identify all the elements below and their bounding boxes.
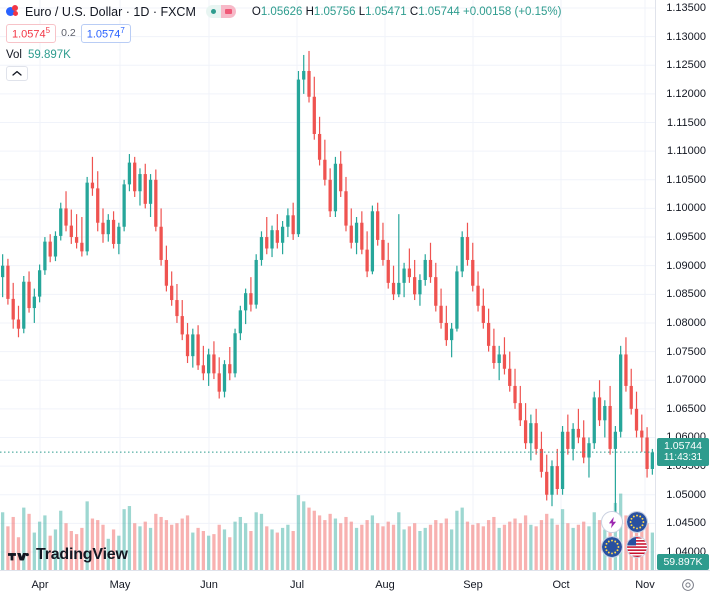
price-axis-tick: 1.11000 [667, 145, 706, 158]
chart-plot-area[interactable] [0, 0, 655, 570]
legend-title-row: Euro / U.S. Dollar · 1D · FXCM O1.05626 … [6, 3, 561, 20]
price-axis-tick: 1.07000 [666, 374, 706, 387]
price-axis-tick: 1.10000 [666, 202, 706, 215]
volume-series [1, 493, 654, 570]
price-axis-tick: 1.04500 [666, 517, 706, 530]
price-axis-tick: 1.07500 [666, 345, 706, 358]
price-axis-tick: 1.13000 [666, 30, 706, 43]
ask-price[interactable]: 1.05747 [80, 24, 131, 43]
price-axis-tick: 1.11500 [667, 116, 706, 129]
candlestick-series [1, 50, 654, 524]
chart-legend: Euro / U.S. Dollar · 1D · FXCM O1.05626 … [6, 3, 561, 81]
spread-value: 0.2 [61, 27, 76, 40]
quote-row: 1.05745 0.2 1.05747 [6, 24, 561, 43]
eur-flag-icon-2[interactable] [601, 536, 623, 558]
time-axis-tick: Nov [635, 579, 655, 591]
ohlc-close-label: C [409, 5, 419, 18]
time-axis-tick: Jul [289, 579, 305, 591]
time-axis-tick: Sep [463, 579, 483, 591]
time-axis-tick: Apr [31, 579, 49, 591]
price-axis-tick: 1.12000 [666, 87, 706, 100]
current-price-badge: 1.05744 11:43:31 [657, 438, 709, 467]
bid-price[interactable]: 1.05745 [6, 24, 57, 43]
volume-label: Vol [6, 48, 22, 61]
price-axis-tick: 1.09000 [666, 259, 706, 272]
time-axis-tick: Jun [200, 579, 218, 591]
current-price-value: 1.05744 [664, 440, 702, 453]
series-settings-icon[interactable] [220, 5, 236, 18]
ohlc-high-label: H [305, 5, 314, 18]
time-axis-tick: Oct [552, 579, 570, 591]
price-axis-tick: 1.06500 [666, 402, 706, 415]
chevron-up-icon[interactable] [6, 65, 28, 81]
ohlc-change: +0.00158 [462, 5, 512, 18]
ohlc-values: O1.05626 H1.05756 L1.05471 C1.05744 +0.0… [252, 6, 562, 18]
ohlc-low-label: L [358, 5, 366, 18]
eur-flag-icon[interactable] [626, 511, 648, 533]
price-axis-tick: 1.08500 [666, 288, 706, 301]
volume-value: 59.897K [28, 48, 71, 61]
ohlc-open-value: 1.05626 [260, 5, 303, 18]
ohlc-close-value: 1.05744 [418, 5, 460, 18]
price-axis-tick: 1.10500 [666, 173, 706, 186]
current-price-time: 11:43:31 [663, 452, 703, 464]
price-axis-tick: 1.13500 [666, 2, 706, 14]
visibility-dot-icon[interactable] [205, 5, 221, 18]
ohlc-low-value: 1.05471 [365, 5, 407, 18]
usd-flag-icon[interactable] [626, 536, 648, 558]
eurusd-symbol-icon [6, 5, 19, 18]
ohlc-high-value: 1.05756 [313, 5, 356, 18]
grid-lines [0, 0, 655, 570]
time-axis-tick: May [109, 579, 131, 591]
price-axis-tick: 1.12500 [666, 59, 706, 72]
series-toggles[interactable] [205, 5, 236, 18]
gear-icon[interactable] [680, 577, 696, 593]
ohlc-change-percent: (+0.15%) [514, 5, 562, 18]
volume-legend-row: Vol 59.897K [6, 49, 561, 61]
price-axis-tick: 1.05000 [666, 488, 706, 501]
volume-badge: 59.897K [657, 554, 709, 570]
time-axis-tick: Aug [375, 579, 395, 591]
time-axis[interactable]: Apr May Jun Jul Aug Sep Oct Nov [0, 570, 710, 600]
symbol-title[interactable]: Euro / U.S. Dollar · 1D · FXCM [25, 4, 196, 19]
price-axis[interactable]: 1.13500 1.13000 1.12500 1.12000 1.11500 1.110… [655, 0, 710, 570]
ohlc-open-label: O [251, 5, 261, 18]
lightning-icon[interactable] [601, 511, 623, 533]
price-axis-tick: 1.08000 [666, 316, 706, 329]
price-axis-tick: 1.09500 [666, 231, 706, 244]
floating-buttons[interactable] [601, 511, 648, 558]
current-price-line [0, 451, 655, 453]
